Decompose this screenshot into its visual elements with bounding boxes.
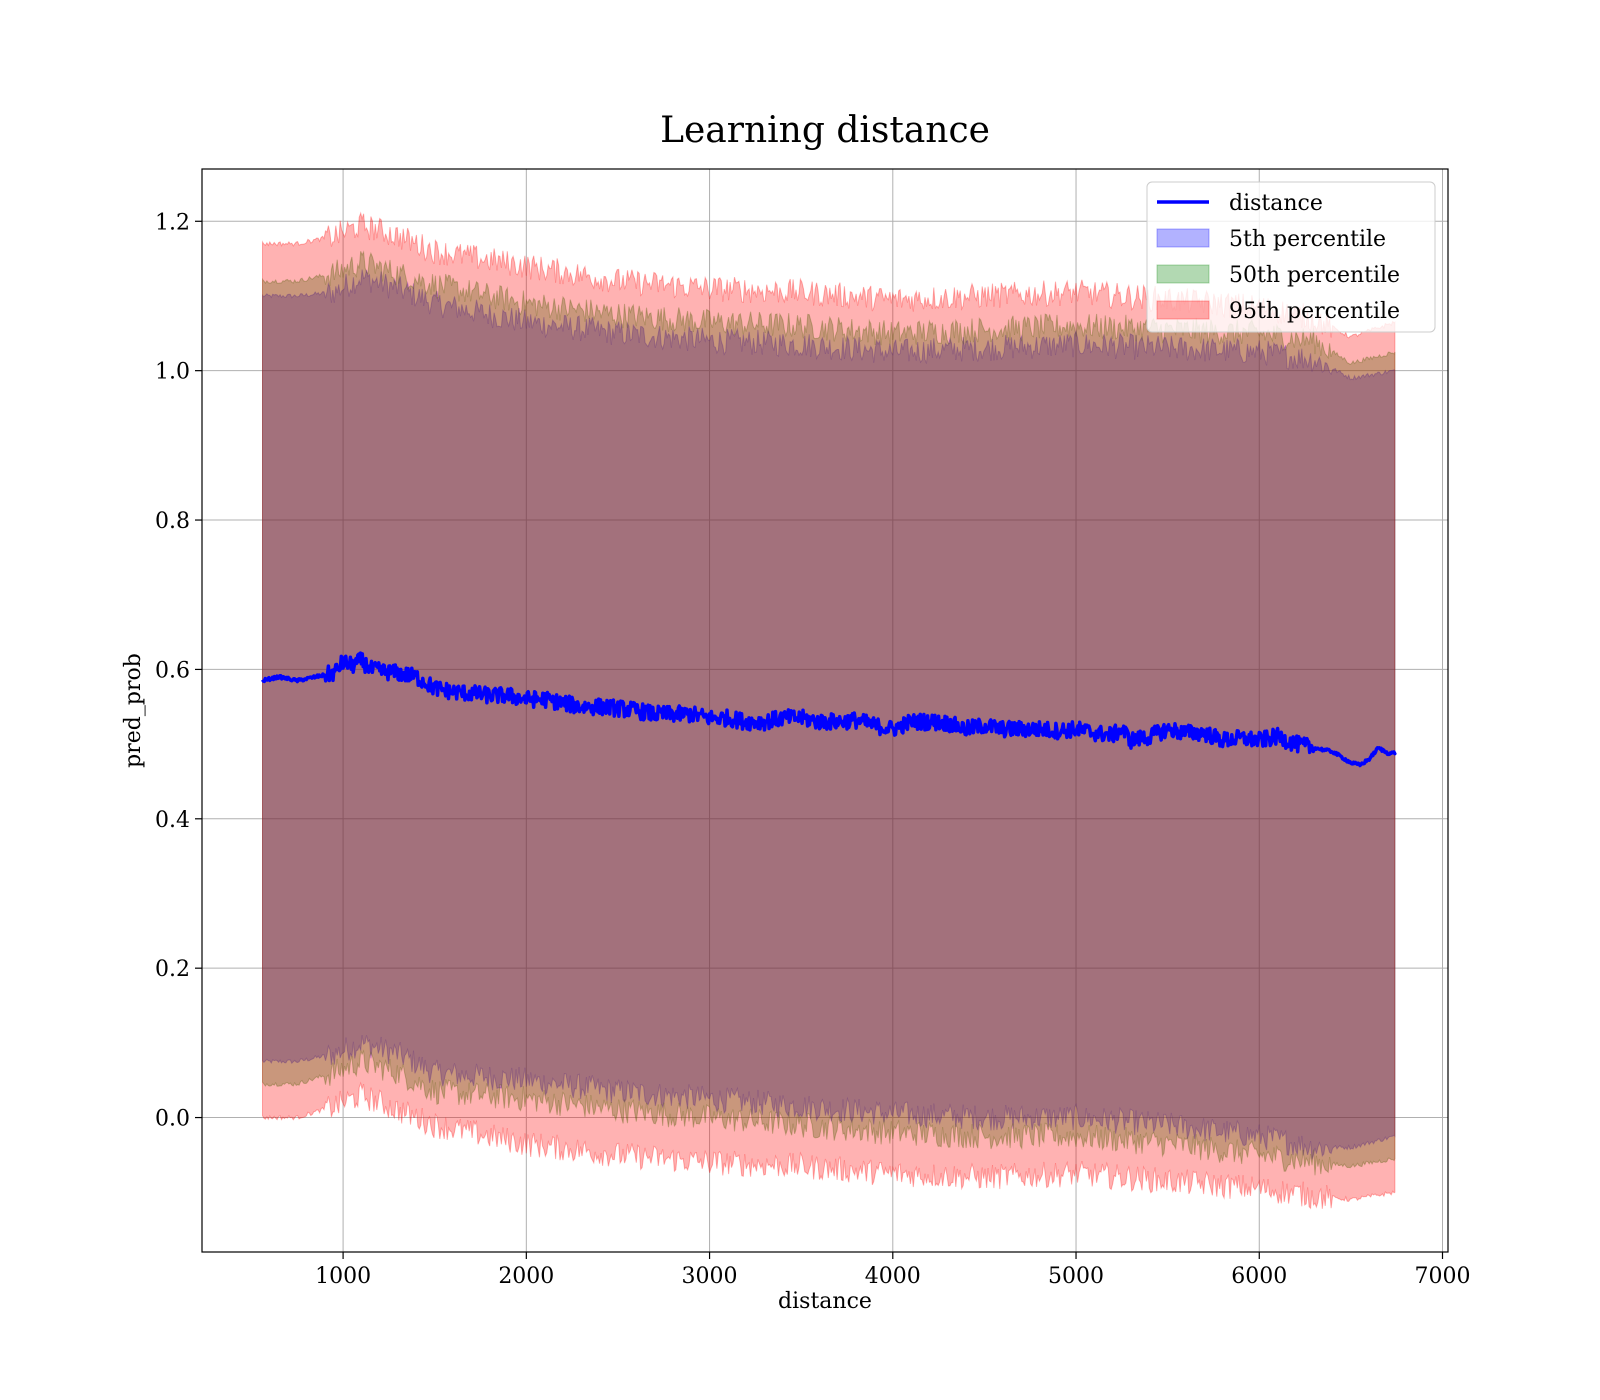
band-95th-percentile [262, 211, 1396, 1210]
legend-swatch-band [1156, 264, 1210, 284]
band-50th-percentile [262, 250, 1396, 1176]
y-tick-label: 0.4 [155, 808, 190, 833]
y-axis-label: pred_prob [121, 653, 146, 768]
x-tick-label: 3000 [682, 1264, 738, 1289]
legend-label: distance [1229, 191, 1323, 216]
x-tick-label: 5000 [1048, 1264, 1104, 1289]
distance-series [261, 651, 1397, 768]
x-axis-ticks: 1000 2000 3000 4000 5000 6000 7000 [315, 1252, 1471, 1289]
x-tick-label: 7000 [1415, 1264, 1471, 1289]
legend-swatch-band [1156, 228, 1210, 248]
line-distance [261, 651, 1397, 768]
y-axis-ticks: 0.0 0.2 0.4 0.6 0.8 1.0 1.2 [155, 210, 202, 1132]
x-tick-label: 4000 [865, 1264, 921, 1289]
percentile-bands [262, 211, 1396, 1210]
y-tick-label: 1.0 [155, 360, 190, 385]
legend-label: 5th percentile [1229, 227, 1386, 252]
y-tick-label: 0.6 [155, 658, 190, 683]
y-tick-label: 1.2 [155, 210, 190, 235]
legend: distance 5th percentile 50th percentile 95t… [1146, 181, 1436, 333]
band-5th-percentile [262, 269, 1396, 1160]
x-axis-label: distance [778, 1289, 872, 1314]
y-tick-label: 0.0 [155, 1107, 190, 1132]
plot-frame [201, 168, 1449, 1253]
legend-swatch-band [1156, 300, 1210, 320]
x-tick-label: 2000 [498, 1264, 554, 1289]
legend-label: 95th percentile [1229, 299, 1400, 324]
x-tick-label: 1000 [315, 1264, 371, 1289]
y-tick-label: 0.2 [155, 957, 190, 982]
x-tick-label: 6000 [1231, 1264, 1287, 1289]
legend-box [1146, 181, 1436, 333]
chart-title: Learning distance [660, 110, 990, 151]
y-tick-label: 0.8 [155, 509, 190, 534]
legend-label: 50th percentile [1229, 263, 1400, 288]
